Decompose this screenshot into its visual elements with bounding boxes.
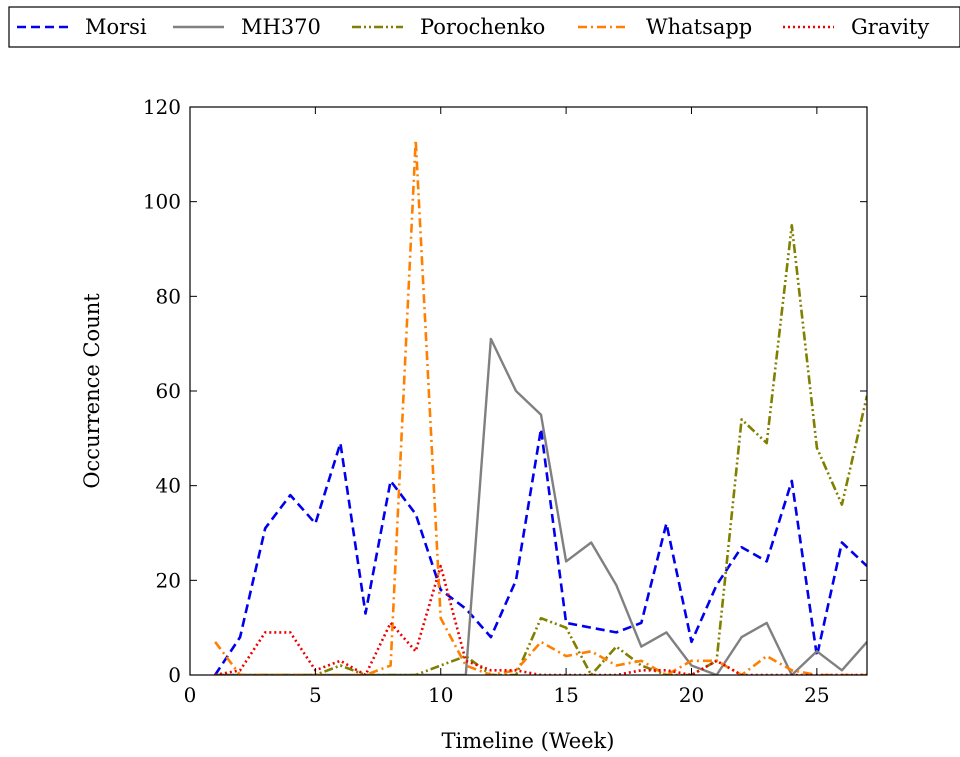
legend-label-gravity: Gravity [851, 15, 929, 39]
y-tick-label: 0 [168, 663, 181, 687]
y-tick-label: 100 [143, 190, 181, 214]
y-tick-label: 40 [156, 474, 181, 498]
series-group [214, 138, 867, 675]
series-line-morsi [214, 427, 867, 675]
y-tick-label: 60 [156, 379, 181, 403]
x-tick-label: 25 [804, 683, 829, 707]
y-tick-label: 120 [143, 95, 181, 119]
legend: Morsi MH370 Porochenko Whatsapp Gravity [17, 15, 929, 39]
x-axis-label: Timeline (Week) [442, 729, 615, 753]
series-layer [214, 138, 867, 675]
series-line-mh370 [215, 337, 867, 675]
legend-box [8, 6, 960, 48]
plot-frame [189, 106, 868, 676]
y-tick-label: 20 [156, 568, 181, 592]
axis-ticks: 0 5 10 15 20 25 0 20 40 60 80 100 120 [143, 95, 867, 707]
legend-label-whatsapp: Whatsapp [646, 15, 752, 39]
y-tick-label: 80 [156, 284, 181, 308]
x-tick-label: 20 [679, 683, 704, 707]
x-tick-label: 10 [428, 683, 453, 707]
y-axis-label: Occurrence Count [80, 293, 104, 489]
legend-label-porochenko: Porochenko [420, 15, 545, 39]
x-tick-label: 0 [184, 683, 197, 707]
x-tick-label: 5 [309, 683, 322, 707]
legend-label-mh370: MH370 [241, 15, 321, 39]
series-line-gravity [214, 564, 867, 675]
series-line-porochenko [215, 224, 867, 675]
x-tick-label: 15 [553, 683, 578, 707]
legend-label-morsi: Morsi [85, 15, 147, 39]
series-line-whatsapp [214, 138, 867, 675]
